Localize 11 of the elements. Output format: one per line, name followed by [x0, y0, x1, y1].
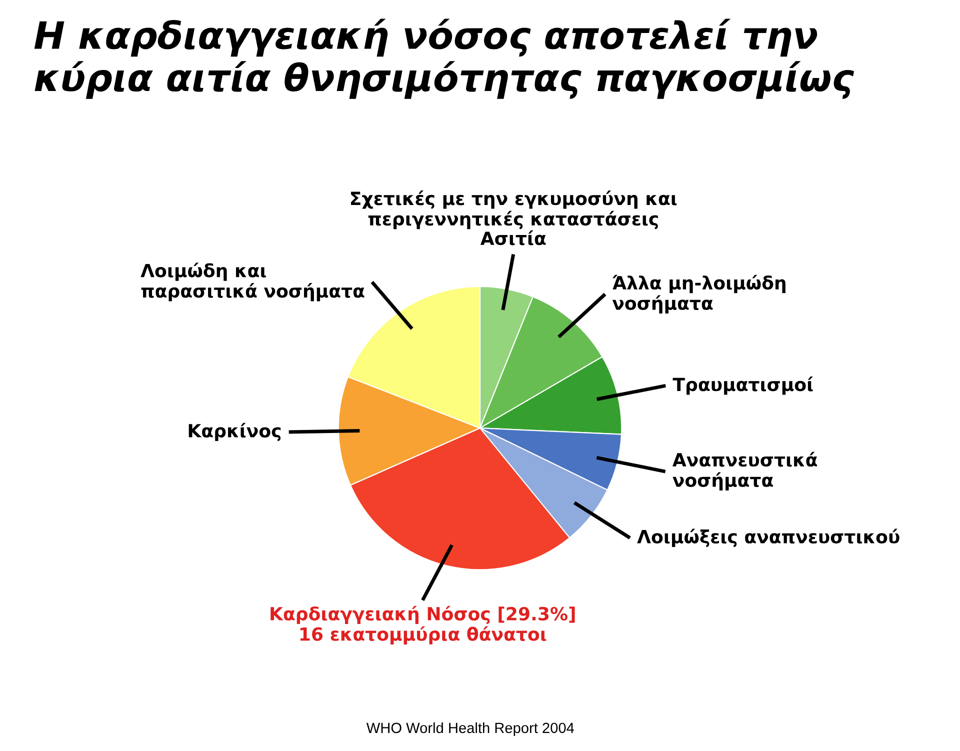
text: 16 εκατομμύρια θάνατοι	[300, 626, 546, 644]
slice-label: Σχετικές με την εγκυμοσύνη και περιγεννητικές καταστάσεις Ασιτία	[351, 190, 677, 246]
slice-label: Λοιμώδη και παρασιτικά νοσήματα	[140, 262, 364, 302]
slice-label: Τραυματισμοί	[672, 376, 813, 395]
slice-label: Αναπνευστικά νοσήματα	[672, 452, 817, 490]
slice-label: Καρδιαγγειακή Νόσος [29.3%]	[270, 606, 575, 624]
slice-label: Λοιμώξεις αναπνευστικού	[637, 528, 900, 547]
slice-label: Καρκίνος	[188, 422, 281, 442]
slice-label: Άλλα μη-λοιμώδη νοσήματα	[612, 274, 786, 314]
chart-title: Η καρδιαγγειακή νόσος αποτελεί την κύρια αιτία θνησιμότητας παγκοσμίως	[34, 18, 854, 99]
text: WHO World Health Report 2004	[366, 722, 574, 736]
